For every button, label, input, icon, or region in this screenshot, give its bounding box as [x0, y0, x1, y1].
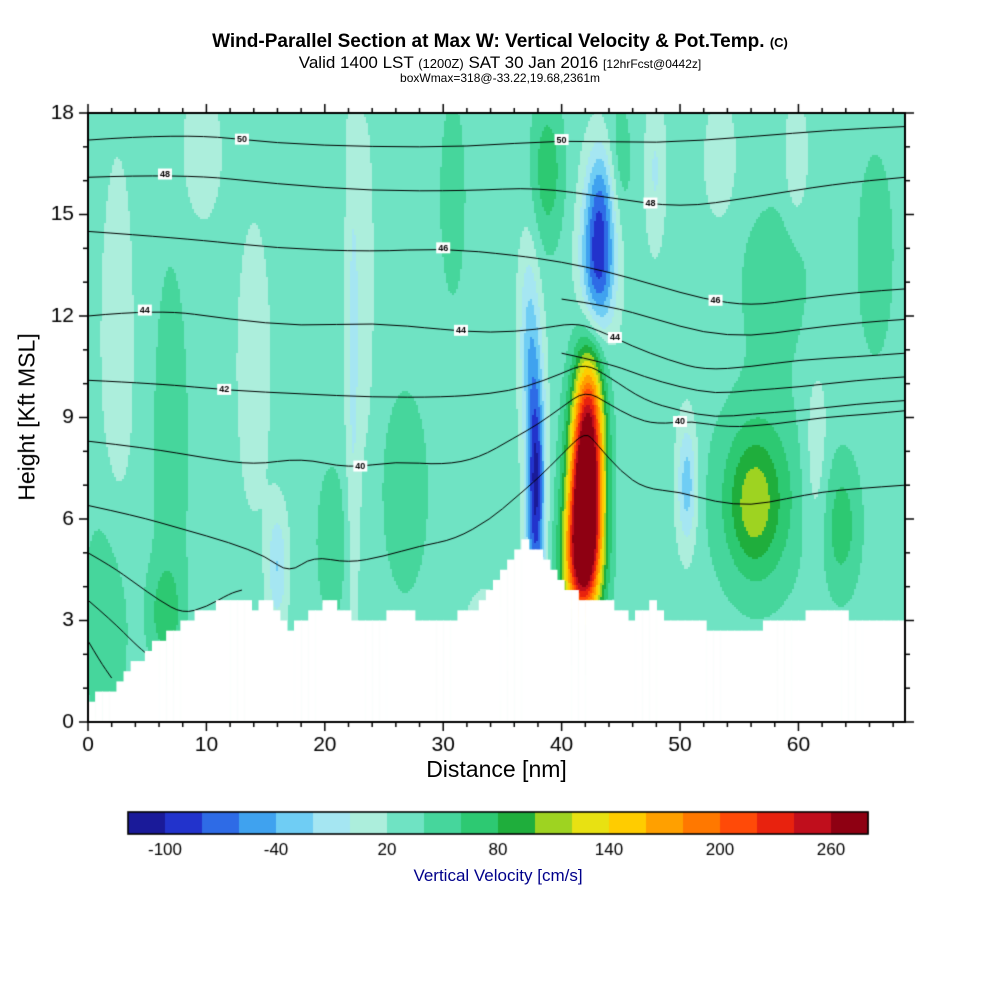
section-plot-canvas — [0, 0, 1000, 780]
colorbar-canvas — [0, 804, 1000, 868]
colorbar-title: Vertical Velocity [cm/s] — [413, 866, 583, 885]
y-axis-title: Height [Kft MSL] — [13, 333, 40, 501]
x-axis-title: Distance [nm] — [426, 756, 567, 782]
